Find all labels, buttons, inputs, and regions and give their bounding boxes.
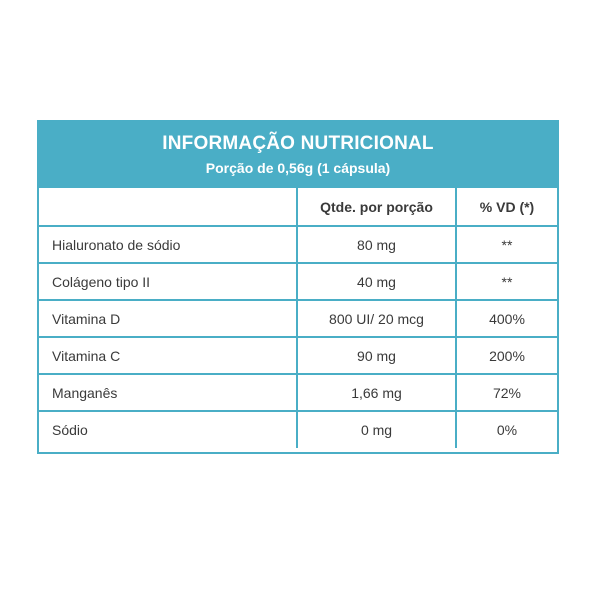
table-row: Vitamina D 800 UI/ 20 mcg 400% [39, 299, 557, 337]
nutrient-quantity: 40 mg [296, 262, 456, 300]
nutrient-vd: 0% [455, 410, 557, 448]
table-row: Colágeno tipo II 40 mg ** [39, 262, 557, 300]
nutrient-quantity: 800 UI/ 20 mcg [296, 299, 456, 337]
table-row: Hialuronato de sódio 80 mg ** [39, 225, 557, 263]
nutrient-name: Vitamina D [39, 299, 297, 337]
nutrition-table: Qtde. por porção % VD (*) Hialuronato de… [39, 188, 557, 448]
table-row: Sódio 0 mg 0% [39, 410, 557, 448]
nutrition-header: INFORMAÇÃO NUTRICIONAL Porção de 0,56g (… [39, 122, 557, 188]
nutrient-name: Colágeno tipo II [39, 262, 297, 300]
nutrient-vd: ** [455, 225, 557, 263]
nutrient-name: Manganês [39, 373, 297, 411]
table-header-row: Qtde. por porção % VD (*) [39, 188, 557, 226]
nutrient-vd: 72% [455, 373, 557, 411]
nutrient-name: Vitamina C [39, 336, 297, 374]
nutrient-quantity: 1,66 mg [296, 373, 456, 411]
nutrient-vd: 400% [455, 299, 557, 337]
nutrient-quantity: 90 mg [296, 336, 456, 374]
column-header-nutrient [39, 188, 297, 226]
serving-size: Porção de 0,56g (1 cápsula) [205, 160, 391, 176]
column-header-vd: % VD (*) [455, 188, 557, 226]
nutrient-vd: ** [455, 262, 557, 300]
nutrient-name: Hialuronato de sódio [39, 225, 297, 263]
nutrient-quantity: 0 mg [296, 410, 456, 448]
nutrient-name: Sódio [39, 410, 297, 448]
column-header-quantity: Qtde. por porção [296, 188, 456, 226]
table-row: Manganês 1,66 mg 72% [39, 373, 557, 411]
nutrient-quantity: 80 mg [296, 225, 456, 263]
nutrition-facts-panel: INFORMAÇÃO NUTRICIONAL Porção de 0,56g (… [37, 120, 559, 454]
nutrition-title: INFORMAÇÃO NUTRICIONAL [162, 133, 434, 154]
nutrient-vd: 200% [455, 336, 557, 374]
table-row: Vitamina C 90 mg 200% [39, 336, 557, 374]
